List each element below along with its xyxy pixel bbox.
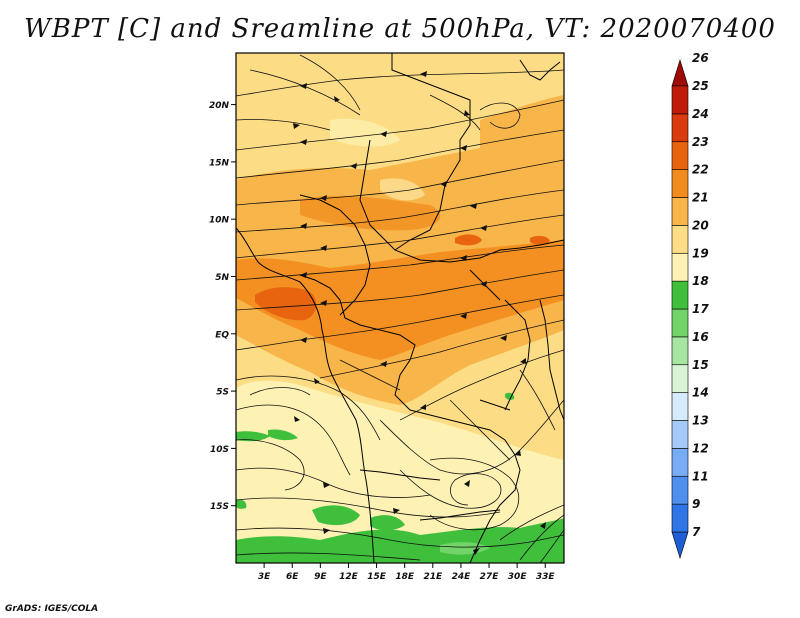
colorbar-label: 13 (692, 414, 709, 428)
colorbar-segment (671, 141, 689, 170)
wbpt-field (236, 53, 564, 563)
lat-tick-label: 5N (215, 273, 229, 283)
colorbar-label: 22 (692, 163, 709, 177)
colorbar-label: 25 (692, 79, 709, 93)
colorbar-segment (671, 225, 689, 254)
colorbar-label: 9 (692, 497, 700, 511)
lon-tick-label: 12E (339, 572, 359, 582)
lat-tick-label: 10S (210, 445, 229, 455)
country-borders (236, 53, 564, 563)
grads-credit: GrADS: IGES/COLA (5, 604, 99, 614)
lon-tick-label: 24E (452, 572, 472, 582)
lon-tick-label: 3E (258, 572, 271, 582)
latitude-axis: 20N 15N 10N 5N EQ 5S 10S 15S (209, 101, 236, 512)
colorbar-min-triangle (671, 531, 689, 560)
lon-tick-label: 15E (367, 572, 387, 582)
lat-tick-label: 20N (209, 101, 230, 111)
lon-tick-label: 27E (480, 572, 500, 582)
lat-tick-label: 15N (209, 158, 230, 168)
colorbar-segment (671, 197, 689, 226)
colorbar-label: 24 (692, 107, 709, 121)
colorbar-segment (671, 503, 689, 533)
lon-tick-label: 30E (508, 572, 528, 582)
lon-tick-label: 21E (423, 572, 443, 582)
colorbar-segment (671, 336, 689, 366)
colorbar-label: 17 (692, 302, 709, 316)
colorbar-segment (671, 308, 689, 338)
colorbar-max-triangle (671, 58, 689, 87)
colorbar-label: 16 (692, 330, 709, 344)
lat-tick-label: EQ (215, 330, 229, 340)
colorbar-label: 7 (692, 525, 701, 539)
colorbar-label: 12 (692, 441, 709, 455)
colorbar-label: 15 (692, 358, 709, 372)
colorbar-segment (671, 364, 689, 393)
lon-tick-label: 9E (314, 572, 327, 582)
lon-tick-label: 33E (536, 572, 556, 582)
colorbar-segment (671, 420, 689, 449)
colorbar-segment (671, 252, 689, 282)
colorbar-segment (671, 448, 689, 477)
lon-tick-label: 18E (395, 572, 415, 582)
colorbar-segment (671, 85, 689, 115)
colorbar-label: 18 (692, 274, 709, 288)
colorbar-label: 19 (692, 246, 709, 260)
map-title: WBPT [C] and Sreamline at 500hPa, VT: 20… (24, 14, 776, 44)
lon-tick-label: 6E (286, 572, 299, 582)
lat-tick-label: 5S (216, 388, 229, 398)
colorbar-label: 11 (692, 469, 709, 483)
colorbar-segment (671, 280, 689, 310)
colorbar-label: 23 (692, 135, 709, 149)
colorbar-segment (671, 113, 689, 143)
colorbar-label: 20 (692, 218, 709, 232)
lat-tick-label: 15S (210, 502, 229, 512)
colorbar-label: 26 (692, 51, 709, 65)
map-frame (235, 52, 565, 564)
colorbar-segment (671, 169, 689, 198)
longitude-axis: 3E 6E 9E 12E 15E 18E 21E 24E 27E 30E 33E (258, 563, 556, 582)
lat-tick-label: 10N (209, 216, 230, 226)
streamlines (236, 54, 564, 563)
colorbar-segment (671, 392, 689, 421)
colorbar-segment (671, 475, 689, 505)
colorbar-label: 14 (692, 386, 709, 400)
colorbar-label: 21 (692, 191, 709, 205)
colorbar-legend: 7 9 11 12 13 14 15 16 17 18 19 20 21 22 23 24 25 26 (671, 51, 709, 560)
